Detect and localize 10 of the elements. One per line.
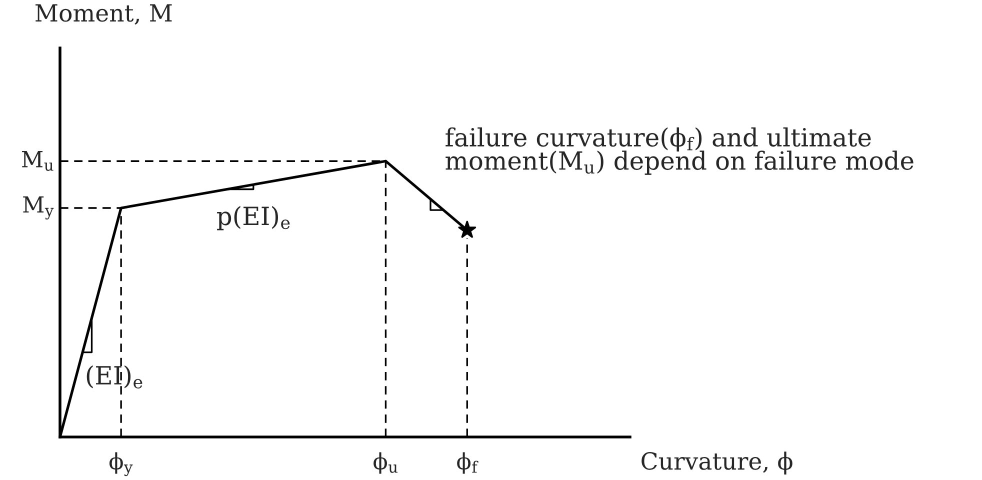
x-axis-title: Curvature, ϕ [642,452,792,474]
annotation: (EI)$_{e}$ [86,365,142,388]
x-tick-label: ϕ$_{f}$ [457,452,478,474]
y-axis-title: Moment, M [36,4,172,25]
ref-line-label: M$_{u}$ [22,151,54,171]
ref-line-label: M$_{y}$ [23,196,54,220]
text: failure curvature(ϕ$_{f}$) and ultimate moment(M$_{u}$) depend on failure mode [446,127,914,175]
x-tick-label: ϕ$_{y}$ [109,452,133,476]
x-tick-label: ϕ$_{u}$ [374,452,398,474]
annotation: p(EI)$_{e}$ [217,206,290,230]
